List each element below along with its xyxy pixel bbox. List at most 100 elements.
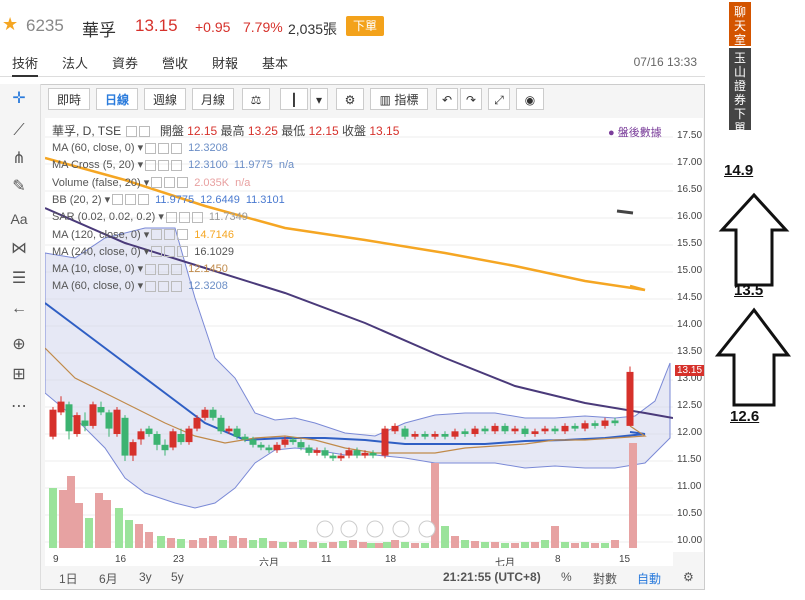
legend-row-label: MA Cross (5, 20) ▾ xyxy=(52,159,144,172)
legend-box-icon[interactable] xyxy=(171,263,183,275)
range-5y[interactable]: 5y xyxy=(171,570,184,584)
undo-icon[interactable]: ↶ xyxy=(436,88,458,110)
candle-body xyxy=(313,450,321,453)
volume-bar xyxy=(501,543,509,548)
legend-row[interactable]: MA (120, close, 0) ▾ 14.7146 xyxy=(52,228,234,241)
zoom-control-icon xyxy=(366,520,384,538)
candle-body xyxy=(561,425,569,432)
tab-basic[interactable]: 基本 xyxy=(262,56,289,71)
legend-box-icon[interactable] xyxy=(158,263,170,275)
settings-gear-icon[interactable]: ⚙ xyxy=(683,570,694,584)
indicator-button[interactable]: ▥ 指標 xyxy=(370,88,428,110)
tab-financials[interactable]: 財報 xyxy=(212,56,239,71)
legend-row[interactable]: MA Cross (5, 20) ▾ 12.3100 11.9775 n/a xyxy=(52,158,294,171)
volume-bar xyxy=(551,526,559,548)
legend-row[interactable]: SAR (0.02, 0.02, 0.2) ▾ 11.7349 xyxy=(52,210,248,223)
legend-row[interactable]: MA (60, close, 0) ▾ 12.3208 xyxy=(52,141,228,154)
legend-box-icon[interactable] xyxy=(178,211,190,223)
tab-revenue[interactable]: 營收 xyxy=(162,56,189,71)
tab-margin[interactable]: 資券 xyxy=(112,56,139,71)
weekly-button[interactable]: 週線 xyxy=(144,88,186,110)
volume-bar xyxy=(451,536,459,548)
legend-box-icon[interactable] xyxy=(145,280,157,292)
legend-row[interactable]: MA (10, close, 0) ▾ 12.1450 xyxy=(52,262,228,275)
range-1d[interactable]: 1日 xyxy=(59,572,78,586)
text-tool-icon[interactable]: Aa xyxy=(10,211,28,227)
volume-bar xyxy=(199,538,207,548)
fullscreen-icon[interactable]: ⤢ xyxy=(488,88,510,110)
auto-toggle[interactable]: 自動 xyxy=(637,572,662,586)
legend-box-icon[interactable] xyxy=(139,126,151,138)
legend-box-icon[interactable] xyxy=(125,194,137,206)
quote-header: ★ 6235 華孚 13.15 +0.95 7.79% 2,035張 下單 xyxy=(0,0,700,48)
legend-box-icon[interactable] xyxy=(177,229,189,241)
legend-box-icon[interactable] xyxy=(145,142,157,154)
candle-body xyxy=(265,447,273,451)
legend-box-icon[interactable] xyxy=(126,126,138,138)
tab-institutional[interactable]: 法人 xyxy=(62,56,89,71)
legend-box-icon[interactable] xyxy=(164,229,176,241)
range-3y[interactable]: 3y xyxy=(139,570,152,584)
legend-row[interactable]: MA (60, close, 0) ▾ 12.3208 xyxy=(52,279,228,292)
y-tick-label: 13.00 xyxy=(677,373,703,384)
legend-row[interactable]: MA (240, close, 0) ▾ 16.1029 xyxy=(52,245,234,258)
section-tabs: 技術 法人 資券 營收 財報 基本 07/16 13:33 xyxy=(0,50,705,77)
more-icon[interactable]: ⋯ xyxy=(11,398,27,415)
legend-box-icon[interactable] xyxy=(158,280,170,292)
fork-icon[interactable]: ⋔ xyxy=(12,150,26,167)
legend-box-icon[interactable] xyxy=(151,246,163,258)
trendline-icon[interactable]: ⟋ xyxy=(13,122,25,139)
intraday-button[interactable]: 即時 xyxy=(48,88,90,110)
tab-technical[interactable]: 技術 xyxy=(12,53,39,77)
crosshair-icon[interactable]: ✛ xyxy=(12,90,26,107)
pattern-icon[interactable]: ⋈ xyxy=(11,240,27,257)
legend-box-icon[interactable] xyxy=(158,159,170,171)
chevron-down-icon[interactable]: ▾ xyxy=(310,88,328,110)
legend-row[interactable]: Volume (false, 20) ▾ 2.035K n/a xyxy=(52,176,250,189)
range-6m[interactable]: 6月 xyxy=(99,572,118,586)
legend-box-icon[interactable] xyxy=(158,142,170,154)
legend-box-icon[interactable] xyxy=(145,159,157,171)
volume-bar xyxy=(177,539,185,548)
volume-bar xyxy=(471,541,479,548)
measure-icon[interactable]: ⊞ xyxy=(12,366,26,383)
legend-box-icon[interactable] xyxy=(171,159,183,171)
compare-icon[interactable]: ⚖ xyxy=(242,88,270,110)
legend-box-icon[interactable] xyxy=(177,246,189,258)
camera-icon[interactable]: ◉ xyxy=(516,88,544,110)
order-button[interactable]: 下單 xyxy=(346,16,384,36)
legend-box-icon[interactable] xyxy=(145,263,157,275)
volume-bar xyxy=(431,463,439,548)
legend-box-icon[interactable] xyxy=(171,280,183,292)
legend-box-icon[interactable] xyxy=(151,177,163,189)
zoom-icon[interactable]: ⊕ xyxy=(12,336,26,353)
log-toggle[interactable]: 對數 xyxy=(593,572,618,586)
stock-price: 13.15 xyxy=(135,16,178,35)
legend-box-icon[interactable] xyxy=(191,211,203,223)
candle-type-icon[interactable]: ┃ xyxy=(280,88,308,110)
legend-box-icon[interactable] xyxy=(164,177,176,189)
monthly-button[interactable]: 月線 xyxy=(192,88,234,110)
legend-box-icon[interactable] xyxy=(177,177,189,189)
legend-box-icon[interactable] xyxy=(165,211,177,223)
legend-box-icon[interactable] xyxy=(164,246,176,258)
chatroom-banner[interactable]: 聊天室 xyxy=(729,2,751,47)
brush-icon[interactable]: ✎ xyxy=(12,178,26,195)
gear-icon[interactable]: ⚙ xyxy=(336,88,364,110)
redo-icon[interactable]: ↷ xyxy=(460,88,482,110)
arrow-left-icon[interactable]: ← xyxy=(11,300,27,317)
legend-box-icon[interactable] xyxy=(171,142,183,154)
legend-box-icon[interactable] xyxy=(138,194,150,206)
daily-button[interactable]: 日線 xyxy=(96,88,138,110)
broker-order-banner[interactable]: 玉山證券下單 xyxy=(729,48,751,135)
price-chart[interactable] xyxy=(44,118,674,552)
legend-row-value: 11.3101 xyxy=(245,193,285,206)
legend-row[interactable]: BB (20, 2) ▾ 11.9775 12.6449 11.3101 xyxy=(52,193,285,206)
after-hours-link[interactable]: ● 盤後數據 xyxy=(608,127,662,139)
favorite-star-icon[interactable]: ★ xyxy=(2,14,19,34)
legend-box-icon[interactable] xyxy=(112,194,124,206)
percent-toggle[interactable]: % xyxy=(561,570,572,584)
candle-body xyxy=(249,439,257,445)
fibonacci-icon[interactable]: ☰ xyxy=(11,270,27,287)
legend-box-icon[interactable] xyxy=(151,229,163,241)
